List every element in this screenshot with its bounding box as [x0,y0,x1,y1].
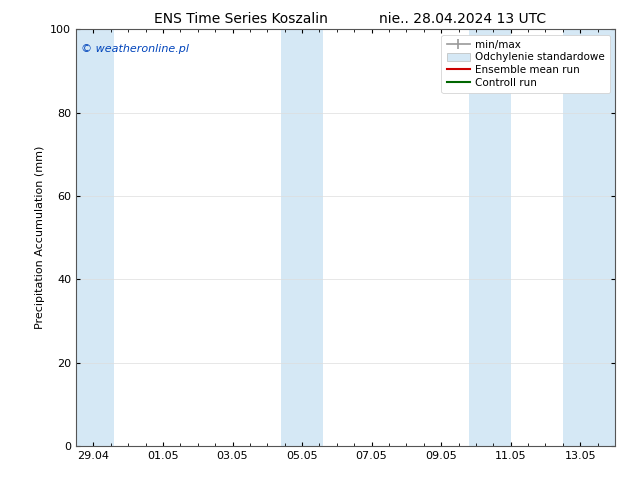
Text: nie.. 28.04.2024 13 UTC: nie.. 28.04.2024 13 UTC [379,12,547,26]
Bar [76,29,114,446]
Text: © weatheronline.pl: © weatheronline.pl [81,44,190,54]
Bar [469,29,510,446]
Bar [563,29,615,446]
Y-axis label: Precipitation Accumulation (mm): Precipitation Accumulation (mm) [35,146,44,329]
Legend: min/max, Odchylenie standardowe, Ensemble mean run, Controll run: min/max, Odchylenie standardowe, Ensembl… [441,35,610,93]
Text: ENS Time Series Koszalin: ENS Time Series Koszalin [154,12,328,26]
Bar [281,29,323,446]
